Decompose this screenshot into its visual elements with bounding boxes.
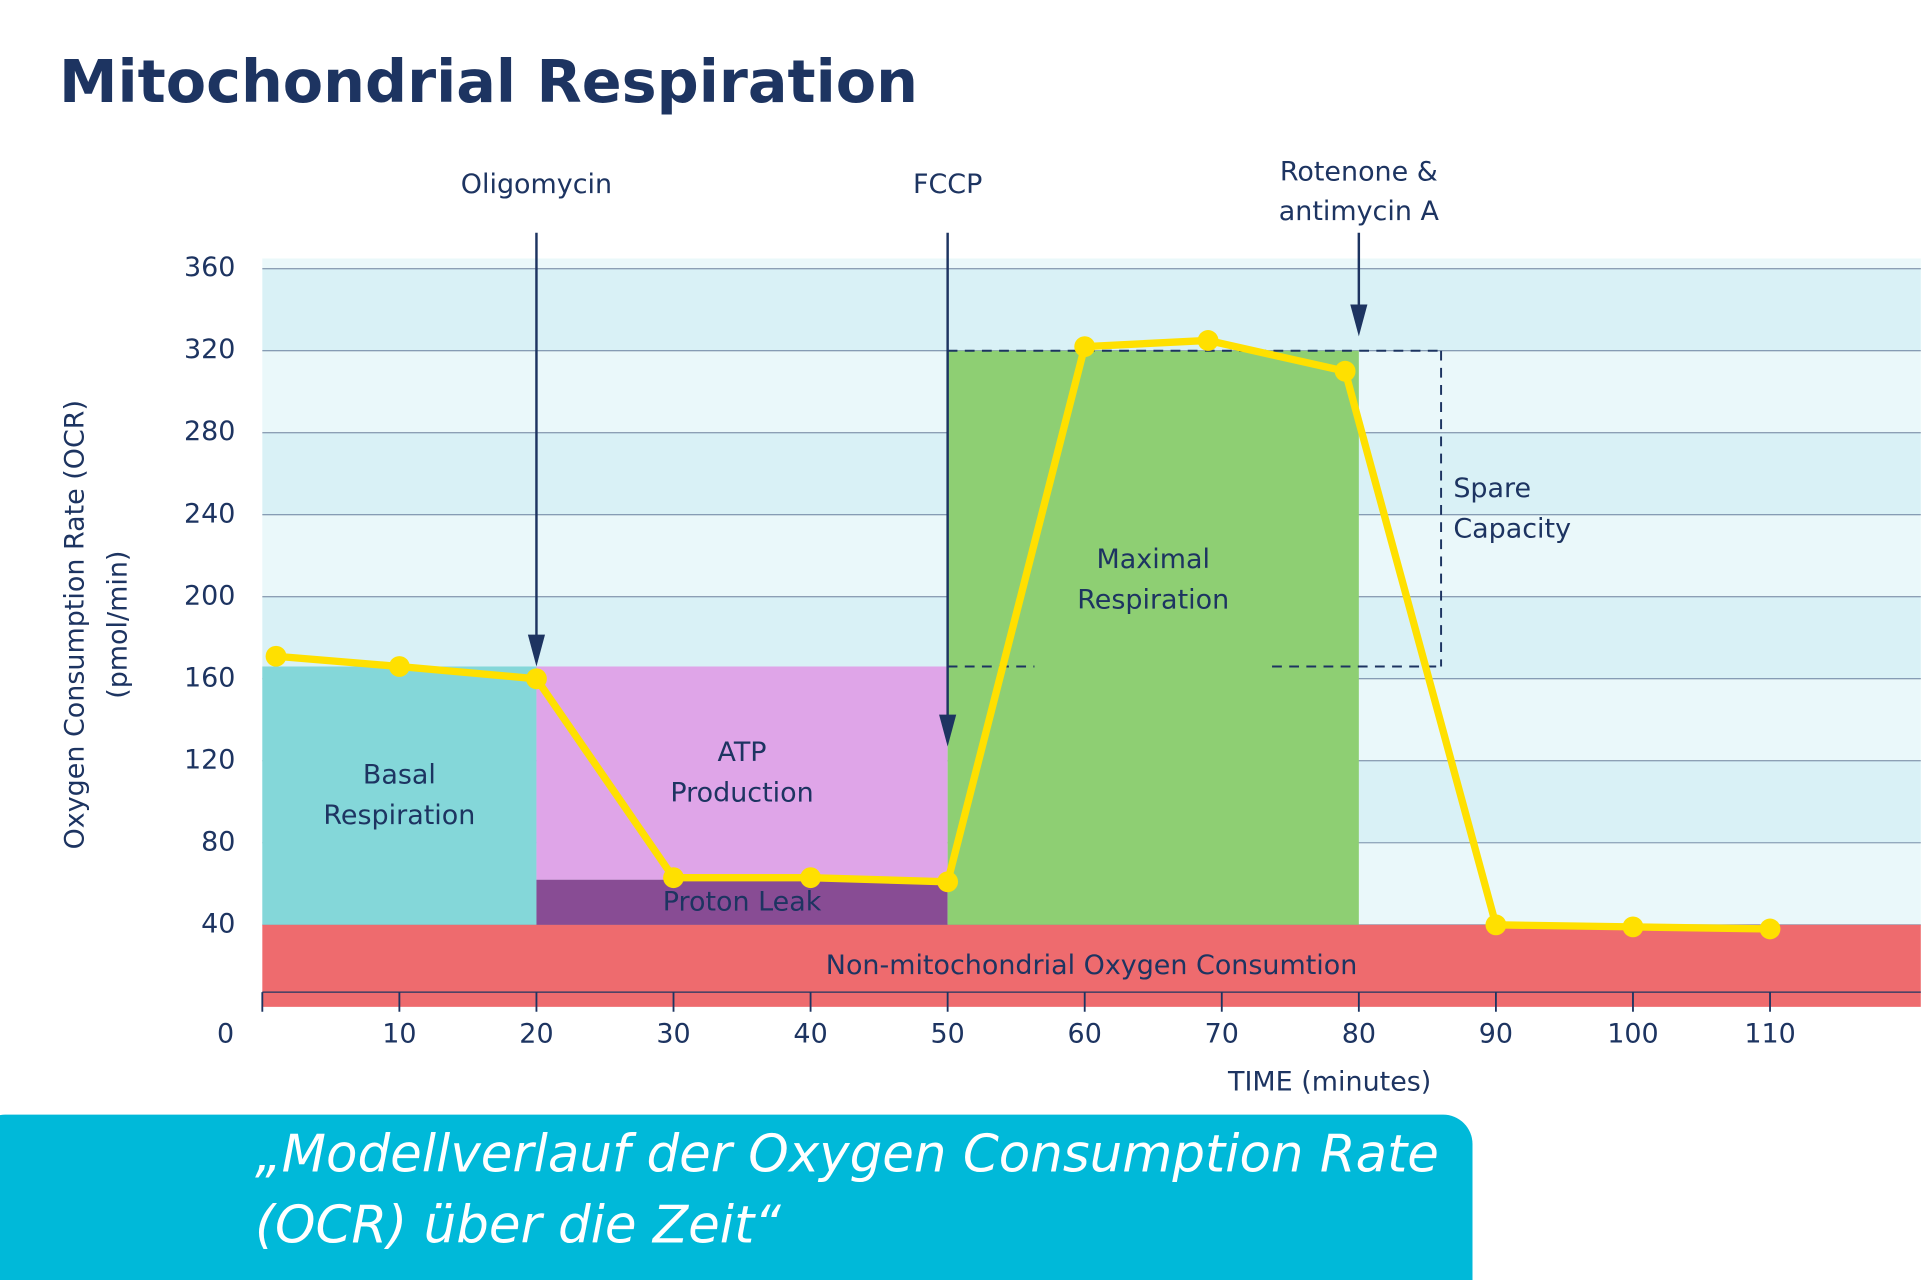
x-tick-label: 50	[931, 1019, 965, 1050]
spare-capacity-label-line: Capacity	[1453, 513, 1571, 544]
region	[947, 350, 1359, 925]
spare-capacity-label: Spare Capacity	[1453, 473, 1571, 544]
y-axis-title: (pmol/min)	[103, 551, 134, 699]
region-label: ATP Production	[670, 736, 813, 807]
x-tick-label: 70	[1205, 1019, 1239, 1050]
data-point	[1622, 916, 1644, 938]
region	[262, 666, 537, 925]
data-point	[265, 645, 287, 667]
data-line	[275, 336, 1771, 933]
x-tick-label: 100	[1607, 1019, 1658, 1050]
injection-label: Rotenone & antimycin A	[1279, 156, 1440, 226]
region-label-line: Production	[670, 777, 813, 808]
caption: „Modellverlauf der Oxygen Consumption Ra…	[255, 1125, 1439, 1256]
data-point	[1197, 330, 1219, 351]
region-label: Non-mitochondrial Oxygen Consumtion	[826, 949, 1358, 980]
data-point	[1334, 360, 1356, 382]
region-label: Basal Respiration	[323, 759, 475, 830]
spare-capacity-label-line: Spare	[1453, 473, 1531, 504]
y-tick-label: 120	[184, 744, 235, 775]
region-label: Proton Leak	[663, 886, 822, 917]
data-point	[1485, 914, 1507, 936]
arrow-head	[939, 714, 957, 747]
region-label: Maximal Respiration	[1077, 544, 1229, 615]
x-tick-label: 80	[1342, 1019, 1376, 1050]
arrow-head	[527, 634, 546, 667]
data-point	[937, 871, 959, 893]
y-tick-label: 200	[184, 580, 235, 611]
y-tick-label: 240	[184, 498, 235, 529]
region-label-line: Non-mitochondrial Oxygen Consumtion	[826, 949, 1358, 980]
y-axis-title: Oxygen Consumption Rate (OCR)	[60, 400, 91, 849]
injection-label-line: antimycin A	[1279, 195, 1440, 226]
y-tick-label: 160	[184, 662, 235, 693]
x-axis-title: TIME (minutes)	[1227, 1066, 1431, 1097]
caption-line: „Modellverlauf der Oxygen Consumption Ra…	[255, 1125, 1439, 1185]
y-tick-label: 280	[184, 416, 235, 447]
x-tick-label: 20	[519, 1019, 553, 1050]
x-tick-label: 10	[382, 1019, 416, 1050]
y-tick-label: 80	[201, 826, 235, 857]
injection-label-line: Rotenone &	[1280, 156, 1438, 187]
region-label-line: ATP	[718, 736, 767, 767]
region-label-line: Respiration	[323, 799, 475, 830]
region-label-line: Maximal	[1097, 544, 1210, 575]
region	[536, 879, 948, 925]
y-tick-label: 360	[184, 252, 235, 283]
region	[262, 924, 1921, 1007]
x-tick-label: 60	[1068, 1019, 1102, 1050]
injection-label-line: Oligomycin	[461, 168, 612, 199]
data-point	[663, 867, 684, 889]
region-label-line: Proton Leak	[663, 886, 822, 917]
data-point	[1074, 336, 1096, 358]
injection-label: Oligomycin	[461, 168, 612, 199]
background-stripe	[262, 258, 1921, 269]
y-tick-label: 40	[201, 908, 235, 939]
x-tick-label: 0	[217, 1019, 234, 1050]
x-tick-label: 40	[793, 1019, 827, 1050]
data-point	[388, 656, 410, 677]
data-point	[526, 668, 547, 690]
injection-label: FCCP	[913, 168, 982, 199]
x-tick-label: 110	[1744, 1019, 1795, 1050]
caption-line: (OCR) über die Zeit“	[255, 1196, 781, 1256]
arrow-head	[1350, 304, 1368, 337]
y-tick-label: 320	[184, 334, 235, 365]
region-label-line: Basal	[363, 759, 436, 790]
data-point	[800, 867, 821, 889]
region-label-line: Respiration	[1077, 584, 1229, 615]
x-tick-label: 30	[656, 1019, 690, 1050]
caption-banner	[0, 1114, 1473, 1280]
background-stripe	[262, 268, 1921, 351]
chart-title: Mitochondrial Respiration	[59, 47, 918, 116]
x-tick-label: 90	[1479, 1019, 1513, 1050]
data-point	[1759, 918, 1781, 940]
injection-label-line: FCCP	[913, 168, 982, 199]
